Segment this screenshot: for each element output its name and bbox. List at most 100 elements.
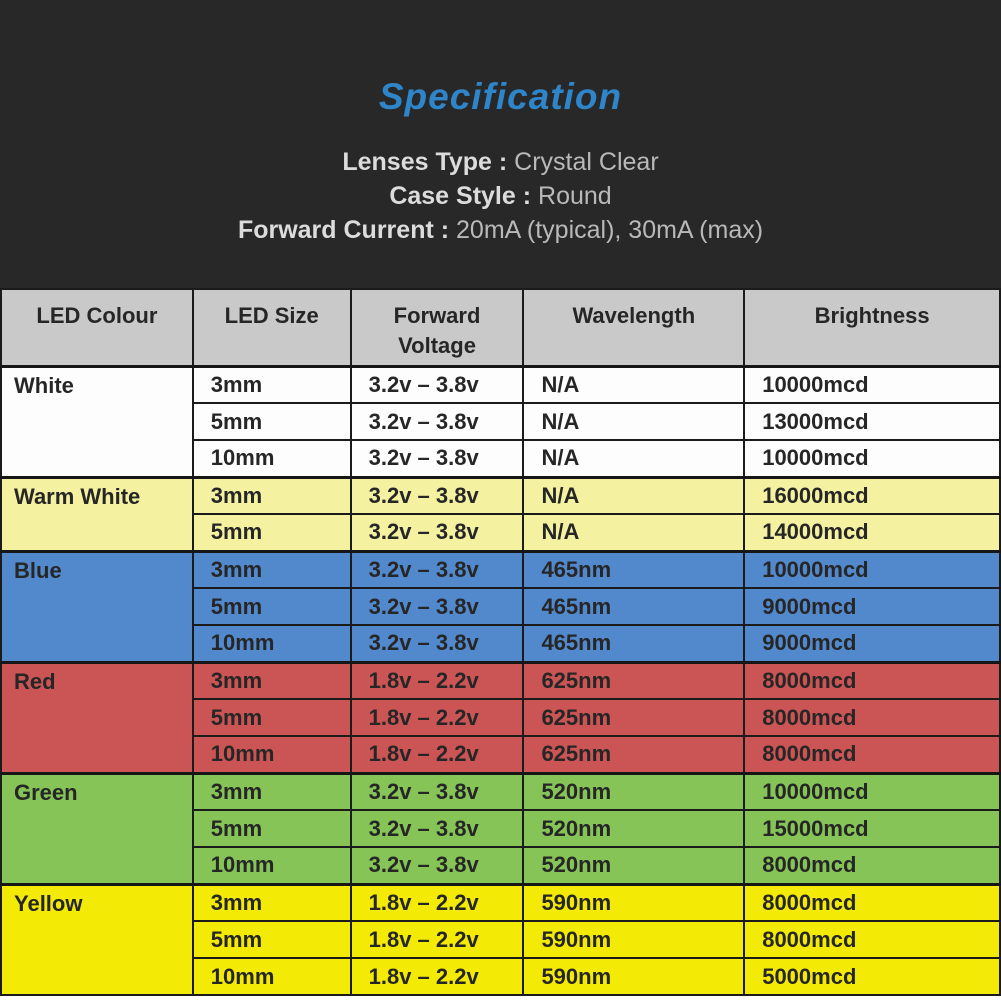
table-row: Green 3mm 3.2v – 3.8v 520nm 10000mcd [0, 771, 1001, 885]
table-row: 10mm 3.2v – 3.8v N/A 10000mcd [1, 439, 1001, 478]
brightness-cell: 14000mcd [743, 513, 1001, 552]
wavelength-cell: N/A [522, 475, 746, 515]
size-cell: 5mm [191, 920, 352, 959]
voltage-cell: 3.2v – 3.8v [349, 402, 525, 441]
voltage-cell: 3.2v – 3.8v [349, 809, 525, 848]
header-led-size: LED Size [191, 288, 352, 367]
wavelength-cell: 465nm [522, 624, 746, 663]
brightness-cell: 9000mcd [743, 587, 1001, 626]
voltage-cell: 1.8v – 2.2v [349, 698, 525, 737]
voltage-cell: 3.2v – 3.8v [349, 439, 525, 478]
table-row: 10mm 1.8v – 2.2v 625nm 8000mcd [1, 735, 1001, 774]
size-cell: 5mm [191, 809, 352, 848]
size-cell: 10mm [191, 439, 352, 478]
spec-summary: Lenses Type : Crystal Clear Case Style :… [0, 145, 1001, 247]
spec-label: Lenses Type : [342, 148, 508, 176]
table-row: 10mm 3.2v – 3.8v 520nm 8000mcd [1, 846, 1001, 885]
brightness-cell: 15000mcd [743, 809, 1001, 848]
colour-name-cell: Warm White [0, 475, 194, 552]
wavelength-cell: 625nm [522, 698, 746, 737]
size-cell: 10mm [191, 846, 352, 885]
voltage-cell: 3.2v – 3.8v [349, 846, 525, 885]
voltage-cell: 3.2v – 3.8v [349, 513, 525, 552]
size-cell: 3mm [191, 364, 352, 404]
voltage-cell: 3.2v – 3.8v [349, 549, 525, 589]
wavelength-cell: 590nm [522, 920, 746, 959]
size-cell: 3mm [191, 882, 352, 922]
wavelength-cell: N/A [522, 402, 746, 441]
voltage-cell: 1.8v – 2.2v [349, 957, 525, 996]
spec-line-lenses-type: Lenses Type : Crystal Clear [0, 145, 1001, 179]
brightness-cell: 10000mcd [743, 439, 1001, 478]
header-led-colour: LED Colour [0, 288, 194, 367]
spec-label: Case Style : [389, 182, 532, 210]
voltage-cell: 3.2v – 3.8v [349, 587, 525, 626]
brightness-cell: 8000mcd [743, 735, 1001, 774]
spec-value: Round [538, 182, 612, 210]
table-row: Yellow 3mm 1.8v – 2.2v 590nm 8000mcd [0, 882, 1001, 996]
brightness-cell: 10000mcd [743, 364, 1001, 404]
spec-value: Crystal Clear [514, 148, 659, 176]
wavelength-cell: 520nm [522, 809, 746, 848]
wavelength-cell: 465nm [522, 587, 746, 626]
top-dark-section: Specification Lenses Type : Crystal Clea… [0, 0, 1001, 288]
table-row: 5mm 3.2v – 3.8v N/A 14000mcd [1, 513, 1001, 552]
table-row: 5mm 1.8v – 2.2v 590nm 8000mcd [1, 920, 1001, 959]
size-cell: 10mm [191, 957, 352, 996]
wavelength-cell: N/A [522, 439, 746, 478]
table-row: 5mm 1.8v – 2.2v 625nm 8000mcd [1, 698, 1001, 737]
table-row: 5mm 3.2v – 3.8v N/A 13000mcd [1, 402, 1001, 441]
wavelength-cell: N/A [522, 364, 746, 404]
voltage-cell: 1.8v – 2.2v [349, 660, 525, 700]
colour-name-cell: Blue [0, 549, 194, 663]
wavelength-cell: 625nm [522, 660, 746, 700]
size-cell: 10mm [191, 624, 352, 663]
wavelength-cell: N/A [522, 513, 746, 552]
brightness-cell: 13000mcd [743, 402, 1001, 441]
spec-table-body: White 3mm 3.2v – 3.8v N/A 10000mcd 5mm 3.2v – … [0, 364, 1001, 996]
table-row: 10mm 1.8v – 2.2v 590nm 5000mcd [1, 957, 1001, 996]
voltage-cell: 3.2v – 3.8v [349, 364, 525, 404]
table-row: White 3mm 3.2v – 3.8v N/A 10000mcd [0, 364, 1001, 478]
size-cell: 5mm [191, 698, 352, 737]
size-cell: 3mm [191, 771, 352, 811]
brightness-cell: 8000mcd [743, 882, 1001, 922]
size-cell: 5mm [191, 513, 352, 552]
header-brightness: Brightness [743, 288, 1001, 367]
table-header-row: LED Colour LED Size Forward Voltage Wave… [0, 288, 1001, 367]
page-title: Specification [378, 76, 623, 117]
table-row: Blue 3mm 3.2v – 3.8v 465nm 10000mcd [0, 549, 1001, 663]
wavelength-cell: 590nm [522, 882, 746, 922]
wavelength-cell: 520nm [522, 846, 746, 885]
brightness-cell: 8000mcd [743, 660, 1001, 700]
brightness-cell: 8000mcd [743, 920, 1001, 959]
spec-value: 20mA (typical), 30mA (max) [456, 216, 764, 244]
table-row: Red 3mm 1.8v – 2.2v 625nm 8000mcd [0, 660, 1001, 774]
brightness-cell: 8000mcd [743, 698, 1001, 737]
header-wavelength: Wavelength [522, 288, 746, 367]
colour-name-cell: Yellow [0, 882, 194, 996]
size-cell: 5mm [191, 587, 352, 626]
size-cell: 3mm [191, 660, 352, 700]
size-cell: 5mm [191, 402, 352, 441]
voltage-cell: 1.8v – 2.2v [349, 735, 525, 774]
wavelength-cell: 520nm [522, 771, 746, 811]
table-row: 10mm 3.2v – 3.8v 465nm 9000mcd [1, 624, 1001, 663]
brightness-cell: 10000mcd [743, 549, 1001, 589]
size-cell: 3mm [191, 549, 352, 589]
wavelength-cell: 625nm [522, 735, 746, 774]
colour-name-cell: Green [0, 771, 194, 885]
brightness-cell: 8000mcd [743, 846, 1001, 885]
voltage-cell: 3.2v – 3.8v [349, 624, 525, 663]
table-row: 5mm 3.2v – 3.8v 465nm 9000mcd [1, 587, 1001, 626]
brightness-cell: 5000mcd [743, 957, 1001, 996]
brightness-cell: 16000mcd [743, 475, 1001, 515]
wavelength-cell: 465nm [522, 549, 746, 589]
spec-label: Forward Current : [237, 216, 450, 244]
spec-line-forward-current: Forward Current : 20mA (typical), 30mA (… [0, 213, 1001, 247]
voltage-cell: 3.2v – 3.8v [349, 475, 525, 515]
led-spec-table: LED Colour LED Size Forward Voltage Wave… [0, 288, 1001, 996]
voltage-cell: 1.8v – 2.2v [349, 920, 525, 959]
wavelength-cell: 590nm [522, 957, 746, 996]
brightness-cell: 10000mcd [743, 771, 1001, 811]
